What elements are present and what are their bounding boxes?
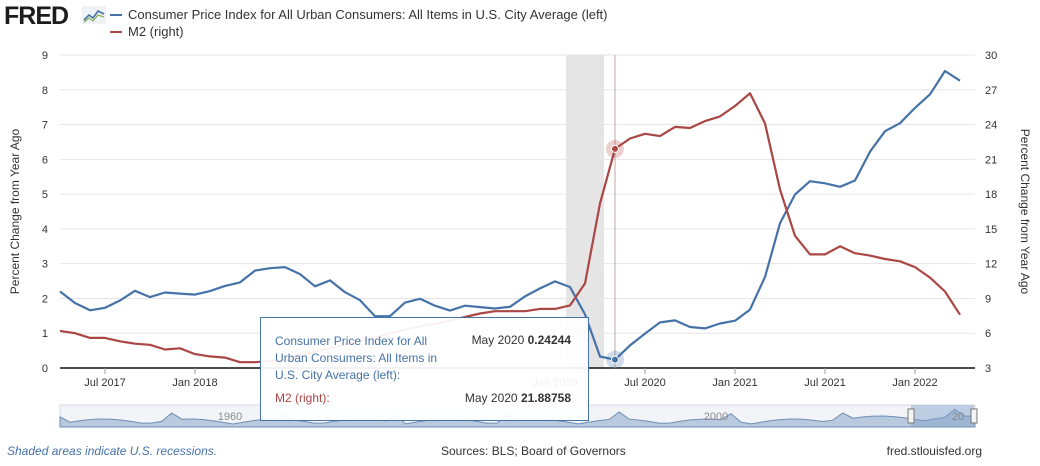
sources-text: Sources: BLS; Board of Governors xyxy=(441,444,626,458)
y-right-tick-label: 3 xyxy=(985,363,991,375)
y-right-tick-label: 21 xyxy=(985,154,997,166)
y-right-axis-title: Percent Change from Year Ago xyxy=(1018,129,1032,295)
y-left-tick-label: 2 xyxy=(42,293,48,305)
y-right-tick-label: 9 xyxy=(985,293,991,305)
tooltip-cpi-value: May 2020 0.24244 xyxy=(472,333,571,347)
x-tick-label: Jan 2022 xyxy=(892,377,937,389)
legend-label-m2: M2 (right) xyxy=(128,24,184,39)
hover-point-m2 xyxy=(611,144,619,153)
navigator-label: 1960 xyxy=(218,411,242,423)
navigator-label: 2000 xyxy=(704,411,728,423)
y-right-tick-label: 30 xyxy=(985,50,997,62)
y-right-tick-label: 27 xyxy=(985,85,997,97)
tooltip: Consumer Price Index for All Urban Consu… xyxy=(260,317,589,421)
y-right-tick-label: 6 xyxy=(985,328,991,340)
site-link[interactable]: fred.stlouisfed.org xyxy=(886,444,982,458)
legend-label-cpi: Consumer Price Index for All Urban Consu… xyxy=(128,7,608,22)
hover-point-cpi xyxy=(611,355,619,364)
y-right-tick-label: 12 xyxy=(985,259,997,271)
y-left-tick-label: 9 xyxy=(42,50,48,62)
legend: Consumer Price Index for All Urban Consu… xyxy=(110,6,608,40)
tooltip-cpi-label: Consumer Price Index for All Urban Consu… xyxy=(275,334,438,382)
navigator-handle-left[interactable] xyxy=(907,408,915,424)
tooltip-m2-value: May 2020 21.88758 xyxy=(465,391,571,405)
y-left-tick-label: 8 xyxy=(42,85,48,97)
y-left-tick-label: 5 xyxy=(42,189,48,201)
y-left-tick-label: 3 xyxy=(42,259,48,271)
tooltip-m2-number: 21.88758 xyxy=(520,391,571,405)
y-right-tick-label: 18 xyxy=(985,189,997,201)
tooltip-cpi-number: 0.24244 xyxy=(527,333,571,347)
y-left-axis-title: Percent Change from Year Ago xyxy=(8,128,22,294)
x-tick-label: Jul 2017 xyxy=(84,377,126,389)
x-tick-label: Jan 2018 xyxy=(172,377,217,389)
legend-swatch-m2 xyxy=(110,30,122,33)
navigator-selection[interactable] xyxy=(911,405,974,427)
fred-logo: FRED xyxy=(4,2,69,30)
y-left-tick-label: 0 xyxy=(42,363,48,375)
recession-note: Shaded areas indicate U.S. recessions. xyxy=(7,444,218,458)
y-left-tick-label: 7 xyxy=(42,120,48,132)
y-left-tick-label: 6 xyxy=(42,154,48,166)
legend-item-m2[interactable]: M2 (right) xyxy=(110,23,608,40)
y-left-tick-label: 1 xyxy=(42,328,48,340)
y-left-tick-label: 4 xyxy=(42,224,48,236)
navigator-handle-right[interactable] xyxy=(970,408,978,424)
navigator-label: 20 xyxy=(952,411,964,423)
legend-item-cpi[interactable]: Consumer Price Index for All Urban Consu… xyxy=(110,6,608,23)
series-line-m2[interactable] xyxy=(59,92,961,364)
tooltip-m2-label: M2 (right): xyxy=(275,391,330,405)
tooltip-cpi-date: May 2020 xyxy=(471,333,525,347)
y-right-tick-label: 15 xyxy=(985,224,997,236)
x-tick-label: Jan 2021 xyxy=(712,377,757,389)
fred-logo-graph-icon xyxy=(82,6,106,24)
tooltip-m2-date: May 2020 xyxy=(464,391,518,405)
legend-swatch-cpi xyxy=(110,13,122,16)
x-tick-label: Jul 2020 xyxy=(624,377,666,389)
x-tick-label: Jul 2021 xyxy=(804,377,846,389)
series-line-cpi[interactable] xyxy=(59,69,961,361)
y-right-tick-label: 24 xyxy=(985,120,997,132)
